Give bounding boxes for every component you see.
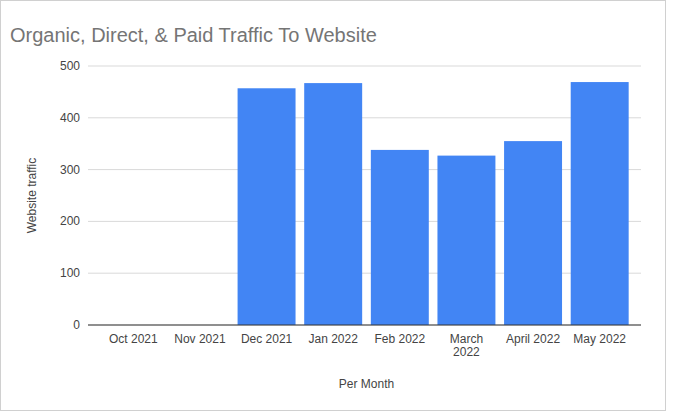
grid-line (88, 117, 641, 118)
bar (437, 156, 495, 325)
y-tick-label: 400 (60, 111, 80, 125)
y-tick-label: 100 (60, 266, 80, 280)
chart: Organic, Direct, & Paid Traffic To Websi… (0, 0, 673, 418)
y-tick-label: 500 (60, 59, 80, 73)
y-tick-label: 0 (73, 318, 80, 332)
bar (238, 88, 296, 325)
bars (238, 82, 629, 325)
title: Organic, Direct, & Paid Traffic To Websi… (10, 24, 377, 46)
x-tick-label: Nov 2021 (174, 332, 226, 346)
y-axis-title: Website traffic (25, 158, 39, 234)
x-tick-label: Jan 2022 (308, 332, 358, 346)
x-axis-title: Per Month (339, 377, 394, 391)
bar (304, 83, 362, 325)
chart-frame (1, 1, 666, 411)
y-tick-label: 200 (60, 214, 80, 228)
grid-line (88, 325, 641, 326)
x-tick-label: Dec 2021 (241, 332, 293, 346)
x-tick-label: April 2022 (506, 332, 560, 346)
bar (504, 141, 562, 325)
chart-container: Organic, Direct, & Paid Traffic To Websi… (0, 0, 673, 418)
x-tick-label: Feb 2022 (374, 332, 425, 346)
x-tick-label: March2022 (450, 332, 483, 359)
x-tick-label: May 2022 (573, 332, 626, 346)
y-tick-label: 300 (60, 163, 80, 177)
bar (571, 82, 629, 325)
bar (371, 150, 429, 325)
grid-line (88, 66, 641, 67)
x-axis-line (88, 325, 641, 326)
x-tick-label: Oct 2021 (109, 332, 158, 346)
